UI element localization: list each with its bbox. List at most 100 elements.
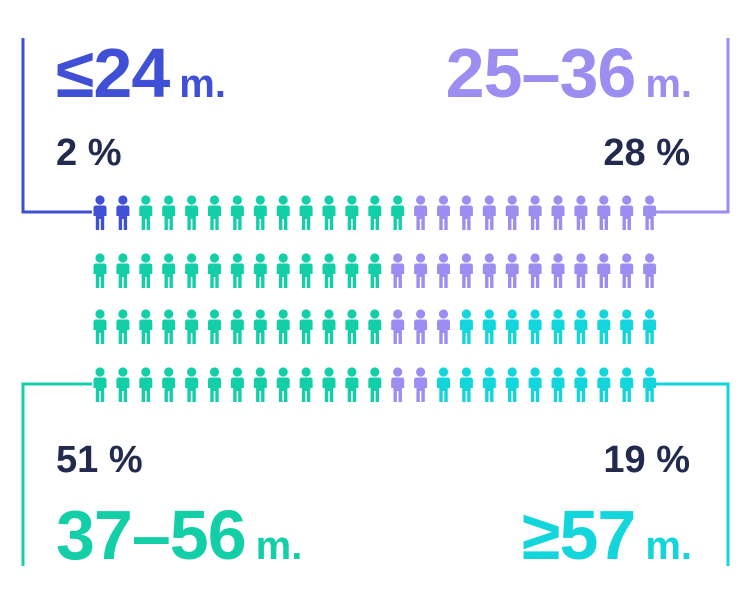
person-icon-37-56	[185, 253, 199, 288]
person-icon-ge57	[437, 367, 450, 402]
person-icon-37-56	[230, 309, 244, 344]
person-icon-37-56	[208, 367, 221, 402]
person-icon-25-36	[597, 253, 611, 288]
person-icon-25-36	[437, 195, 450, 230]
percent-label-37-56: 51 %	[56, 439, 143, 481]
person-icon-37-56	[345, 309, 359, 344]
person-icon-ge57	[574, 309, 588, 344]
person-icon-ge57	[597, 367, 611, 402]
person-icon-37-56	[93, 253, 107, 288]
person-icon-ge57	[505, 367, 519, 402]
person-icon-37-56	[116, 309, 130, 344]
bracket-ge57	[652, 382, 730, 566]
category-unit-le24: m.	[179, 62, 226, 106]
bracket-lines	[21, 38, 730, 566]
person-icon-25-36	[505, 195, 519, 230]
person-icon-25-36	[437, 309, 450, 344]
person-icon-le24	[93, 195, 107, 230]
person-icon-37-56	[368, 253, 382, 288]
person-icon-25-36	[391, 367, 405, 402]
category-label-37-56: 37–56 m.	[56, 500, 302, 570]
person-icon-25-36	[482, 253, 496, 288]
person-icon-37-56	[345, 195, 359, 230]
percent-label-ge57: 19 %	[603, 439, 690, 481]
category-label-le24: ≤24 m.	[56, 38, 226, 108]
person-icon-37-56	[162, 367, 176, 402]
person-icon-25-36	[643, 195, 657, 230]
person-icon-37-56	[208, 309, 221, 344]
person-icon-25-36	[620, 253, 634, 288]
person-icon-ge57	[459, 309, 473, 344]
person-icon-37-56	[368, 367, 382, 402]
person-icon-ge57	[528, 367, 542, 402]
person-icon-37-56	[299, 309, 313, 344]
person-icon-37-56	[116, 253, 130, 288]
person-icon-37-56	[162, 253, 176, 288]
person-icon-37-56	[299, 253, 313, 288]
person-icon-37-56	[368, 309, 382, 344]
person-icon-37-56	[230, 253, 244, 288]
icon-grid	[93, 195, 657, 402]
person-icon-25-36	[620, 195, 634, 230]
person-icon-37-56	[230, 367, 244, 402]
category-unit-ge57: m.	[645, 524, 692, 568]
person-icon-37-56	[322, 309, 336, 344]
person-icon-25-36	[459, 253, 473, 288]
person-icon-25-36	[528, 253, 542, 288]
person-icon-37-56	[185, 195, 199, 230]
person-icon-25-36	[643, 253, 657, 288]
person-icon-37-56	[345, 253, 359, 288]
category-unit-37-56: m.	[255, 524, 303, 568]
category-range-ge57: ≥57	[522, 496, 636, 574]
person-icon-37-56	[276, 367, 290, 402]
person-icon-37-56	[185, 309, 199, 344]
person-icon-37-56	[93, 309, 107, 344]
person-icon-25-36	[459, 195, 473, 230]
person-icon-25-36	[437, 253, 450, 288]
person-icon-ge57	[528, 309, 542, 344]
category-range-25-36: 25–36	[445, 34, 637, 112]
category-label-25-36: 25–36 m.	[446, 38, 692, 108]
person-icon-25-36	[414, 195, 428, 230]
person-icon-37-56	[276, 253, 290, 288]
person-icon-le24	[116, 195, 130, 230]
person-icon-37-56	[253, 367, 267, 402]
person-icon-ge57	[620, 367, 634, 402]
person-icon-25-36	[574, 195, 588, 230]
person-icon-37-56	[93, 367, 107, 402]
bracket-37-56	[21, 382, 92, 566]
person-icon-37-56	[322, 253, 336, 288]
person-icon-25-36	[574, 253, 588, 288]
person-icon-37-56	[139, 195, 153, 230]
person-icon-37-56	[253, 253, 267, 288]
person-icon-37-56	[139, 309, 153, 344]
person-icon-25-36	[391, 253, 405, 288]
bracket-le24	[21, 38, 92, 214]
category-range-le24: ≤24	[56, 34, 170, 112]
person-icon-37-56	[208, 253, 221, 288]
person-icon-ge57	[459, 367, 473, 402]
person-icon-ge57	[620, 309, 634, 344]
person-icon-25-36	[505, 253, 519, 288]
person-icon-ge57	[597, 309, 611, 344]
person-icon-37-56	[230, 195, 244, 230]
person-icon-37-56	[322, 367, 336, 402]
person-icon-ge57	[505, 309, 519, 344]
person-icon-25-36	[597, 195, 611, 230]
category-range-37-56: 37–56	[56, 496, 247, 574]
person-icon-25-36	[551, 253, 565, 288]
person-icon-25-36	[414, 309, 428, 344]
person-icon-37-56	[276, 195, 290, 230]
person-icon-ge57	[643, 309, 657, 344]
person-icon-25-36	[414, 253, 428, 288]
person-icon-37-56	[139, 367, 153, 402]
person-icon-37-56	[185, 367, 199, 402]
percent-label-25-36: 28 %	[603, 132, 690, 174]
person-icon-37-56	[368, 195, 382, 230]
category-unit-25-36: m.	[645, 62, 692, 106]
person-icon-37-56	[253, 309, 267, 344]
person-icon-37-56	[299, 195, 313, 230]
person-icon-ge57	[482, 309, 496, 344]
person-icon-37-56	[139, 253, 153, 288]
